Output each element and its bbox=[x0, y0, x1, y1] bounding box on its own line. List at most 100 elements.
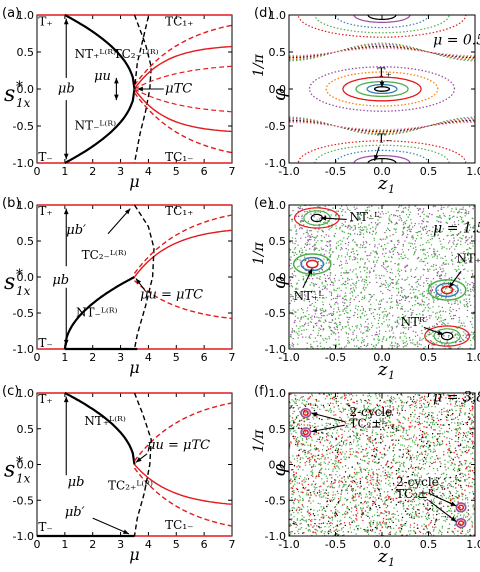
scatter-point bbox=[318, 286, 320, 289]
scatter-point bbox=[308, 336, 310, 339]
scatter-point bbox=[424, 228, 427, 231]
scatter-point bbox=[371, 504, 374, 506]
scatter-point bbox=[418, 400, 421, 402]
x-tick-label: 1.0 bbox=[466, 165, 480, 178]
scatter-point bbox=[414, 479, 417, 481]
scatter-point bbox=[294, 394, 296, 396]
scatter-point bbox=[401, 519, 403, 521]
scatter-point bbox=[334, 232, 337, 235]
scatter-point bbox=[461, 533, 463, 535]
scatter-point bbox=[447, 419, 449, 422]
scatter-point bbox=[464, 473, 466, 476]
scatter-point bbox=[296, 460, 299, 462]
scatter-point bbox=[468, 408, 471, 410]
scatter-point bbox=[424, 258, 426, 260]
scatter-point bbox=[465, 259, 467, 262]
scatter-point bbox=[320, 496, 323, 498]
scatter-point bbox=[456, 416, 459, 418]
scatter-point bbox=[376, 479, 379, 481]
label-TC2: TC₂₋ᴸ⁽ᴿ⁾ bbox=[82, 248, 127, 262]
scatter-point bbox=[355, 337, 358, 339]
scatter-point bbox=[360, 222, 363, 224]
scatter-point bbox=[444, 288, 447, 290]
scatter-point bbox=[407, 419, 409, 421]
scatter-point bbox=[416, 297, 419, 300]
scatter-point bbox=[334, 318, 337, 320]
scatter-point bbox=[432, 250, 435, 253]
scatter-point bbox=[370, 322, 373, 324]
scatter-point bbox=[357, 432, 359, 435]
scatter-point bbox=[329, 407, 332, 410]
scatter-point bbox=[400, 513, 403, 515]
scatter-point bbox=[330, 253, 332, 256]
scatter-point bbox=[436, 488, 439, 490]
scatter-point bbox=[418, 434, 421, 437]
scatter-point bbox=[318, 509, 321, 511]
scatter-point bbox=[319, 308, 322, 310]
scatter-point bbox=[424, 249, 426, 251]
scatter-point bbox=[409, 455, 411, 457]
scatter-point bbox=[292, 337, 294, 340]
scatter-point bbox=[372, 226, 374, 228]
scatter-point bbox=[356, 512, 359, 514]
scatter-point bbox=[350, 284, 352, 286]
scatter-point bbox=[308, 300, 311, 303]
scatter-point bbox=[456, 333, 458, 335]
scatter-point bbox=[433, 423, 436, 426]
scatter-point bbox=[424, 328, 426, 331]
scatter-point bbox=[296, 519, 299, 521]
scatter-point bbox=[341, 466, 344, 468]
scatter-point bbox=[392, 443, 394, 446]
scatter-point bbox=[446, 287, 448, 289]
scatter-point bbox=[352, 415, 355, 418]
scatter-point bbox=[345, 262, 347, 264]
scatter-point bbox=[289, 241, 291, 243]
scatter-point bbox=[429, 457, 432, 459]
scatter-point bbox=[365, 230, 368, 232]
scatter-point bbox=[350, 489, 353, 491]
scatter-point bbox=[453, 469, 456, 472]
scatter-point bbox=[297, 309, 299, 311]
scatter-point bbox=[316, 299, 319, 301]
scatter-point bbox=[343, 483, 345, 486]
scatter-point bbox=[376, 508, 379, 511]
scatter-point bbox=[293, 503, 295, 505]
scatter-point bbox=[314, 458, 316, 461]
scatter-point bbox=[321, 467, 323, 469]
scatter-point bbox=[313, 290, 316, 293]
scatter-point bbox=[294, 483, 296, 485]
scatter-point bbox=[385, 514, 388, 517]
scatter-point bbox=[308, 437, 310, 439]
scatter-point bbox=[450, 457, 453, 460]
scatter-point bbox=[389, 251, 391, 254]
scatter-point bbox=[446, 402, 449, 405]
scatter-point bbox=[450, 303, 453, 305]
scatter-point bbox=[457, 467, 460, 470]
scatter-point bbox=[452, 263, 454, 265]
scatter-point bbox=[460, 218, 463, 220]
scatter-point bbox=[310, 458, 312, 461]
scatter-point bbox=[372, 429, 374, 431]
scatter-point bbox=[364, 278, 366, 281]
scatter-point bbox=[425, 432, 428, 434]
scatter-point bbox=[336, 311, 338, 313]
scatter-point bbox=[385, 319, 388, 321]
scatter-point bbox=[403, 465, 405, 468]
scatter-point bbox=[335, 338, 337, 341]
scatter-point bbox=[452, 480, 455, 482]
scatter-point bbox=[394, 262, 396, 265]
scatter-point bbox=[373, 315, 375, 318]
scatter-point bbox=[441, 525, 444, 528]
scatter-point bbox=[320, 317, 322, 319]
scatter-point bbox=[358, 504, 360, 506]
scatter-point bbox=[306, 492, 308, 494]
scatter-point bbox=[366, 228, 368, 230]
scatter-point bbox=[415, 238, 418, 240]
scatter-point bbox=[327, 403, 329, 405]
scatter-point bbox=[375, 482, 377, 485]
scatter-point bbox=[425, 426, 428, 429]
orbit bbox=[300, 256, 325, 272]
scatter-point bbox=[341, 277, 344, 280]
scatter-point bbox=[365, 240, 367, 243]
scatter-point bbox=[471, 273, 474, 275]
